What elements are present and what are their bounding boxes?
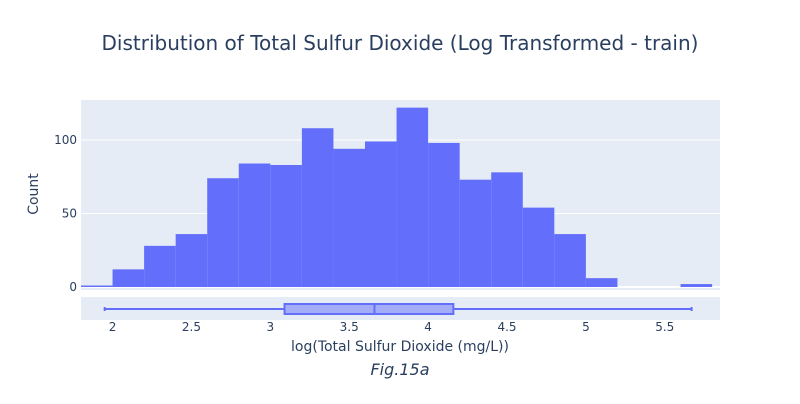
box-iqr: [283, 303, 455, 315]
histogram-bar: [491, 172, 523, 287]
histogram-bar: [238, 163, 271, 287]
histogram-bar: [585, 278, 618, 287]
histogram-bar: [81, 285, 113, 287]
histogram-bar: [175, 234, 208, 287]
histogram-bar: [428, 142, 460, 287]
histogram-bar: [554, 234, 586, 287]
histogram-bars: [81, 107, 713, 287]
y-tick-label: 50: [62, 207, 77, 221]
y-axis-label: Count: [26, 173, 42, 215]
histogram-bar: [144, 245, 176, 287]
histogram-bar: [680, 284, 713, 287]
histogram-bar: [301, 128, 334, 287]
chart-title: Distribution of Total Sulfur Dioxide (Lo…: [102, 31, 699, 55]
x-tick-label: 3: [267, 320, 275, 334]
x-tick-label: 5: [582, 320, 590, 334]
boxplot: [103, 303, 693, 315]
histogram-bar: [459, 179, 492, 287]
x-tick-label: 4: [424, 320, 432, 334]
x-tick-label: 5.5: [655, 320, 674, 334]
x-axis-label: log(Total Sulfur Dioxide (mg/L)): [291, 339, 509, 355]
x-tick-label: 4.5: [497, 320, 516, 334]
figure-caption: Fig.15a: [370, 360, 429, 379]
x-tick-label: 2.5: [182, 320, 201, 334]
x-axis-ticks: 2 2.5 3 3.5 4 4.5 5 5.5: [109, 320, 675, 334]
histogram-bar: [207, 178, 239, 287]
y-axis-ticks: 0 50 100: [54, 133, 77, 294]
histogram-bar: [522, 207, 555, 287]
x-tick-label: 3.5: [340, 320, 359, 334]
histogram-bar: [333, 148, 365, 287]
histogram-bar: [396, 107, 429, 287]
histogram-bar: [112, 269, 145, 287]
y-tick-label: 100: [54, 133, 77, 147]
x-tick-label: 2: [109, 320, 117, 334]
histogram-bar: [365, 141, 397, 287]
y-tick-label: 0: [69, 280, 77, 294]
histogram-bar: [270, 164, 302, 287]
